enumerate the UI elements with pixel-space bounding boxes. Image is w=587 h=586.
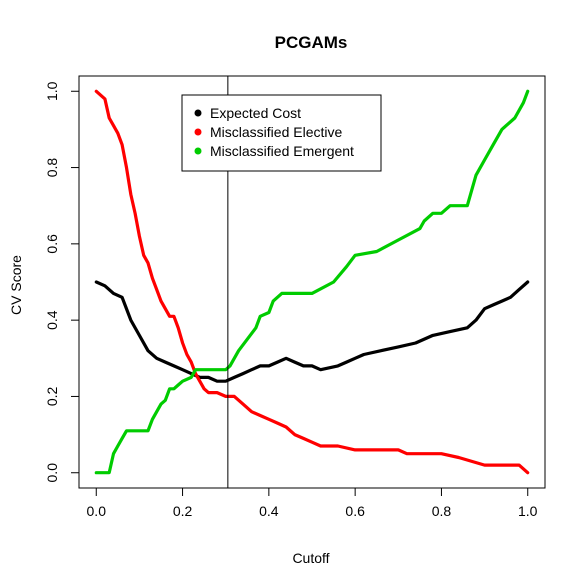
legend: Expected Cost Misclassified Elective Miscl… <box>181 94 382 172</box>
series-line-2 <box>94 89 530 475</box>
legend-label: Expected Cost <box>210 105 301 121</box>
chart-title: PCGAMs <box>275 33 348 52</box>
x-tick-label: 0.8 <box>432 503 452 519</box>
x-tick-label: 1.0 <box>518 503 538 519</box>
y-tick-label: 0.4 <box>44 310 60 330</box>
legend-label: Misclassified Elective <box>210 124 342 140</box>
legend-marker <box>194 109 202 117</box>
x-tick-label: 0.2 <box>173 503 193 519</box>
y-tick-label: 0.0 <box>44 463 60 483</box>
legend-marker <box>194 128 202 136</box>
x-axis-label: Cutoff <box>292 550 329 566</box>
legend-marker <box>194 147 202 155</box>
x-tick-label: 0.4 <box>259 503 279 519</box>
y-tick-label: 0.6 <box>44 234 60 254</box>
series-line-1 <box>94 89 530 475</box>
x-tick-label: 0.6 <box>345 503 365 519</box>
legend-box <box>181 94 382 172</box>
series-line-0 <box>94 280 530 383</box>
y-axis: 0.0 0.2 0.4 0.6 0.8 1.0 <box>44 81 80 483</box>
y-axis-label: CV Score <box>8 255 24 315</box>
x-tick-label: 0.0 <box>87 503 107 519</box>
legend-label: Misclassified Emergent <box>210 143 354 159</box>
series-group <box>94 89 530 475</box>
y-tick-label: 1.0 <box>44 81 60 101</box>
y-tick-label: 0.2 <box>44 387 60 407</box>
y-tick-label: 0.8 <box>44 158 60 178</box>
x-axis: 0.0 0.2 0.4 0.6 0.8 1.0 <box>87 487 538 519</box>
